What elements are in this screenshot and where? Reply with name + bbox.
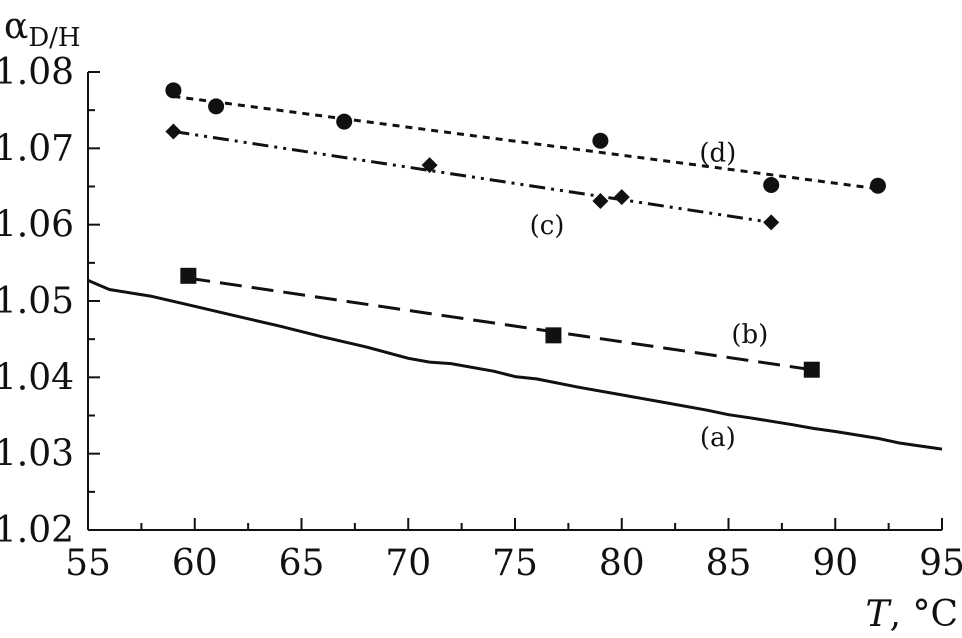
y-tick-label: 1.07 xyxy=(0,128,74,169)
y-tick-label: 1.05 xyxy=(0,281,74,322)
x-tick-label: 60 xyxy=(172,543,218,584)
series-d-fit-line xyxy=(173,94,879,191)
series-b-point xyxy=(803,361,820,378)
series-c-point xyxy=(165,123,182,140)
series-d-point xyxy=(592,132,609,149)
series-a-label: (a) xyxy=(700,423,736,453)
y-axis-label: αD/H xyxy=(4,6,81,53)
x-tick-label: 55 xyxy=(65,543,111,584)
y-tick-label: 1.08 xyxy=(0,52,74,93)
y-tick-label: 1.04 xyxy=(0,357,74,398)
series-c-label: (c) xyxy=(530,211,565,241)
y-tick-label: 1.02 xyxy=(0,510,74,551)
series-c-fit-line xyxy=(173,130,772,224)
series-c-point xyxy=(763,214,780,231)
axes: 55 60 65 70 75 80 85 90 95 1.02 1.03 1.04 1.05 1.06 1.… xyxy=(0,52,962,584)
x-tick-label: 85 xyxy=(706,543,752,584)
x-tick-label: 75 xyxy=(492,543,538,584)
series-c-point xyxy=(592,193,609,210)
labels-layer: αD/H T, °C (a) (b) (c) (d) xyxy=(4,6,958,635)
x-tick-label: 95 xyxy=(919,543,962,584)
x-tick-label: 90 xyxy=(812,543,858,584)
series-b-point xyxy=(180,267,197,284)
series-c-point xyxy=(421,157,438,174)
x-tick-label: 70 xyxy=(385,543,431,584)
series-layer xyxy=(87,82,943,451)
series-d-point xyxy=(869,177,886,194)
x-tick-label: 65 xyxy=(279,543,325,584)
series-c-point xyxy=(613,189,630,206)
series-b-label: (b) xyxy=(731,320,768,350)
series-d-label: (d) xyxy=(699,138,736,168)
y-tick-label: 1.06 xyxy=(0,205,74,246)
series-b-fit-line xyxy=(188,276,813,372)
series-a-line xyxy=(87,279,943,451)
x-tick-label: 80 xyxy=(599,543,645,584)
series-b-point xyxy=(545,327,562,344)
series-d-point xyxy=(336,113,353,130)
series-d-point xyxy=(763,176,780,193)
x-axis-label: T, °C xyxy=(866,594,958,635)
series-d-point xyxy=(208,98,225,115)
y-tick-label: 1.03 xyxy=(0,434,74,475)
series-d-point xyxy=(165,82,182,99)
